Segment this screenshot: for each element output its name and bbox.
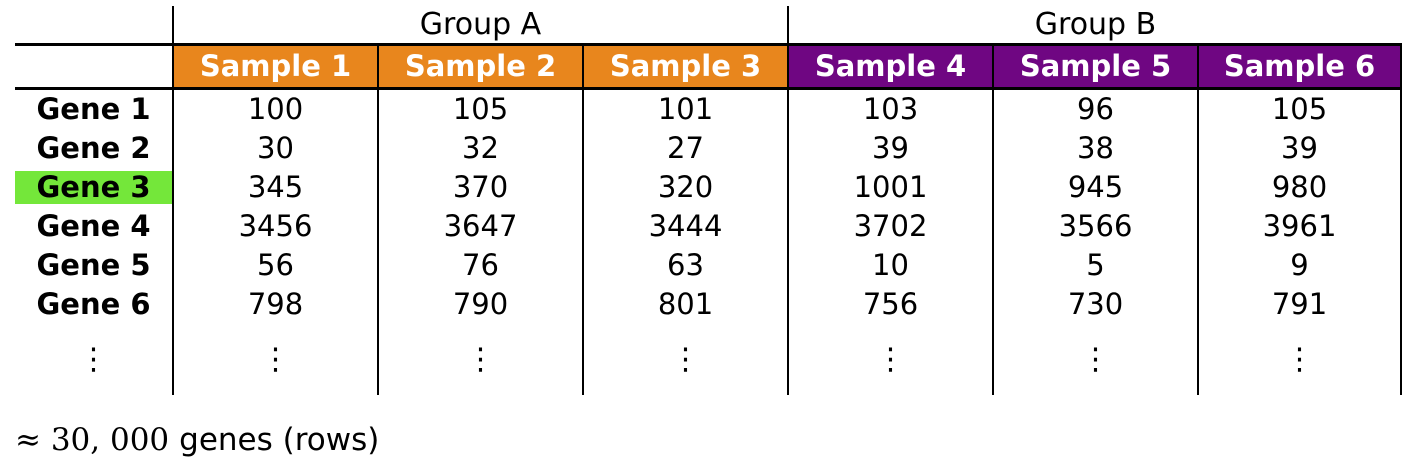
sample-3-header: Sample 3 [582, 46, 787, 87]
table-cell: 39 [787, 129, 992, 168]
group-b-header: Group B [787, 6, 1402, 43]
table-cell: 101 [582, 90, 787, 129]
table-row-gene-6: Gene 6 798 790 801 756 730 791 [15, 285, 1405, 324]
vertical-ellipsis: ⋮ [172, 324, 377, 395]
gene-label-text: Gene 4 [36, 209, 151, 243]
gene-label-text: Gene 1 [36, 92, 151, 126]
table-cell: 3702 [787, 207, 992, 246]
table-cell: 27 [582, 129, 787, 168]
vertical-ellipsis: ⋮ [582, 324, 787, 395]
table-cell: 945 [992, 168, 1197, 207]
table-cell: 30 [172, 129, 377, 168]
vertical-ellipsis: ⋮ [78, 342, 109, 377]
group-a-header: Group A [172, 6, 787, 43]
table-cell: 9 [1197, 246, 1402, 285]
table-cell: 3647 [377, 207, 582, 246]
table-row-gene-2: Gene 2 30 32 27 39 38 39 [15, 129, 1405, 168]
rule-above-sample-headers [15, 43, 1402, 46]
table-cell: 798 [172, 285, 377, 324]
table-cell: 370 [377, 168, 582, 207]
gene-label: Gene 5 [15, 246, 172, 285]
table-cell: 76 [377, 246, 582, 285]
table-cell: 1001 [787, 168, 992, 207]
table-cell: 345 [172, 168, 377, 207]
truncation-dots-row: ⋮ ⋮ ⋮ ⋮ ⋮ ⋮ ⋮ [15, 324, 1405, 395]
table-cell: 38 [992, 129, 1197, 168]
gene-label: Gene 3 [15, 168, 172, 207]
sample-1-header: Sample 1 [172, 46, 377, 87]
sample-2-header: Sample 2 [377, 46, 582, 87]
table-row-gene-1: Gene 1 100 105 101 103 96 105 [15, 90, 1405, 129]
highlighted-gene-label-text: Gene 3 [15, 171, 172, 204]
table-cell: 791 [1197, 285, 1402, 324]
table-cell: 63 [582, 246, 787, 285]
table-cell: 96 [992, 90, 1197, 129]
sample-4-header: Sample 4 [787, 46, 992, 87]
table-cell: 39 [1197, 129, 1402, 168]
table-cell: 3961 [1197, 207, 1402, 246]
approx-gene-count: ≈ 30, 000 [15, 422, 170, 458]
table-cell: 980 [1197, 168, 1402, 207]
table-cell: 105 [1197, 90, 1402, 129]
table-row-gene-4: Gene 4 3456 3647 3444 3702 3566 3961 [15, 207, 1405, 246]
table-cell: 320 [582, 168, 787, 207]
table-cell: 730 [992, 285, 1197, 324]
sample-6-header: Sample 6 [1197, 46, 1402, 87]
row-count-caption: ≈ 30, 000 genes (rows) [15, 422, 1405, 458]
gene-expression-table: Group A Group B Sample 1 Sample 2 Sample… [15, 6, 1405, 458]
table-cell: 10 [787, 246, 992, 285]
gene-label-text: Gene 6 [36, 287, 151, 321]
table-cell: 3456 [172, 207, 377, 246]
table-cell: 100 [172, 90, 377, 129]
table-cell: 790 [377, 285, 582, 324]
gene-label-text: Gene 5 [36, 248, 151, 282]
table-cell: 105 [377, 90, 582, 129]
group-header-row: Group A Group B [15, 6, 1405, 43]
table-cell: 5 [992, 246, 1197, 285]
vertical-ellipsis: ⋮ [787, 324, 992, 395]
caption-text: genes (rows) [179, 422, 380, 458]
table-cell: 32 [377, 129, 582, 168]
vertical-ellipsis: ⋮ [992, 324, 1197, 395]
vertical-ellipsis: ⋮ [377, 324, 582, 395]
table-cell: 801 [582, 285, 787, 324]
sample-header-row: Sample 1 Sample 2 Sample 3 Sample 4 Samp… [15, 46, 1405, 87]
rule-below-sample-headers [15, 87, 1402, 90]
table-cell: 3444 [582, 207, 787, 246]
vertical-ellipsis: ⋮ [1197, 324, 1402, 395]
table-cell: 3566 [992, 207, 1197, 246]
gene-label: Gene 1 [15, 90, 172, 129]
corner-cell [15, 46, 172, 87]
sample-5-header: Sample 5 [992, 46, 1197, 87]
table-row-gene-3-highlighted: Gene 3 345 370 320 1001 945 980 [15, 168, 1405, 207]
corner-cell [15, 6, 172, 43]
gene-label-text: Gene 2 [36, 131, 151, 165]
gene-label: Gene 2 [15, 129, 172, 168]
table-cell: 756 [787, 285, 992, 324]
gene-label: Gene 6 [15, 285, 172, 324]
gene-label: Gene 4 [15, 207, 172, 246]
table-row-gene-5: Gene 5 56 76 63 10 5 9 [15, 246, 1405, 285]
table-cell: 103 [787, 90, 992, 129]
table-cell: 56 [172, 246, 377, 285]
